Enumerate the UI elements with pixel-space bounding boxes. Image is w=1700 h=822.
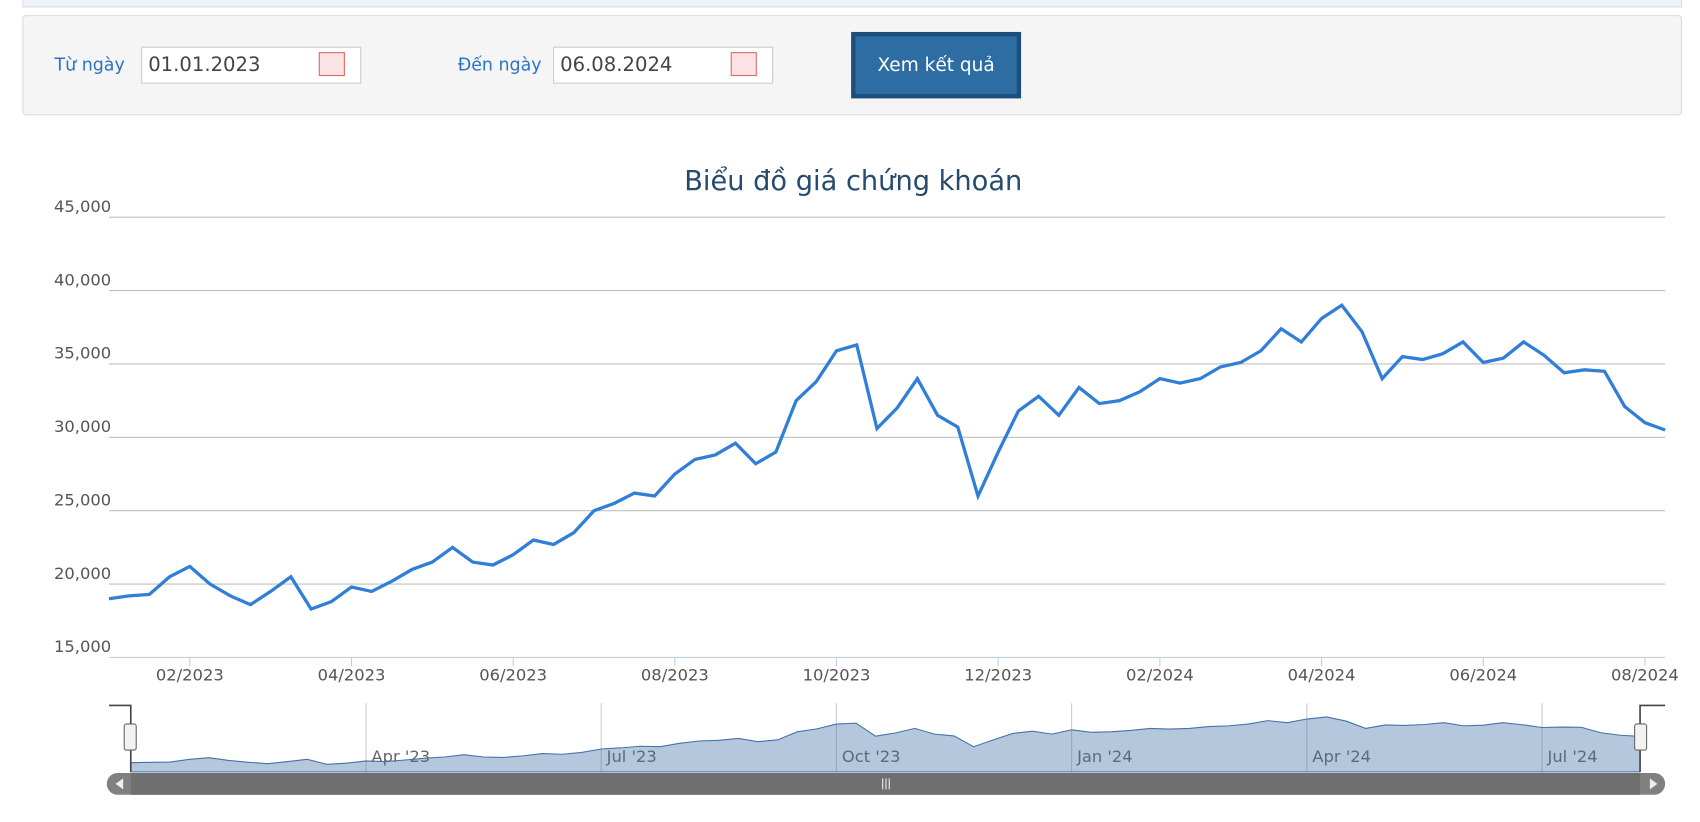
plot: 15,000 20,000 25,000 30,000 35,000 40,000 45,0… [54,197,1679,795]
top-bar [22,0,1683,8]
to-value: 06.08.2024 [560,53,672,76]
calendar-icon[interactable] [318,52,345,77]
x-tick-label: 08/2023 [641,665,709,684]
navigator-label: Apr '24 [1312,747,1371,766]
navigator-label: Jul '24 [1547,747,1598,766]
y-tick-label: 35,000 [54,344,111,363]
from-label: Từ ngày [53,56,124,76]
x-tick-label: 06/2024 [1449,665,1517,684]
y-tick-label: 20,000 [54,564,111,583]
navigator-handle[interactable] [123,723,137,751]
x-tick-label: 04/2024 [1288,665,1356,684]
scroll-arrow [115,778,124,790]
x-tick-label: 08/2024 [1611,665,1679,684]
x-tick-label: 10/2023 [803,665,871,684]
navigator-label: Oct '23 [842,747,901,766]
y-tick-label: 45,000 [54,197,111,216]
navigator-handle[interactable] [1634,723,1648,751]
navigator-area [130,716,1641,773]
x-tick-label: 12/2023 [964,665,1032,684]
scroll-arrow [1649,778,1658,790]
navigator-label: Jul '23 [606,747,657,766]
y-tick-label: 25,000 [54,490,111,509]
navigator-label: Jan '24 [1076,747,1133,766]
to-label: Đến ngày [458,55,542,76]
price-line [108,303,1666,612]
y-tick-label: 30,000 [54,417,111,436]
x-tick-label: 02/2024 [1126,665,1194,684]
scroll-grip [882,778,890,790]
chart-title: Biểu đồ giá chứng khoán [684,166,1022,197]
x-tick-label: 04/2023 [318,665,386,684]
calendar-icon[interactable] [730,52,757,77]
button-label: Xem kết quả [877,54,994,76]
y-tick-label: 15,000 [54,637,111,656]
from-value: 01.01.2023 [148,53,260,76]
submit-button[interactable] [851,31,1022,99]
x-tick-label: 06/2023 [479,665,547,684]
y-tick-label: 40,000 [54,270,111,289]
x-tick-label: 02/2023 [156,665,224,684]
